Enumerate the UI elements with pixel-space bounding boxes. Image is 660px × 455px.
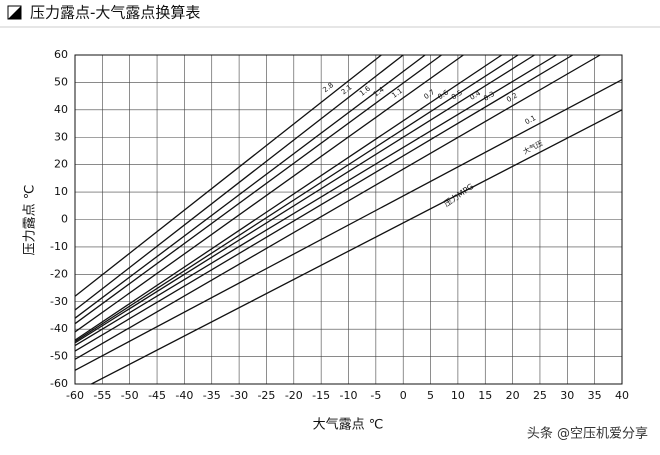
x-tick-label: -50 <box>121 389 139 402</box>
x-tick-label: 35 <box>588 389 602 402</box>
y-tick-label: -50 <box>50 350 68 363</box>
x-tick-label: -35 <box>203 389 221 402</box>
y-tick-label: -60 <box>50 377 68 390</box>
y-tick-label: 50 <box>54 75 68 88</box>
series-label: 0.1 <box>524 114 538 126</box>
series-line <box>74 54 503 341</box>
x-tick-label: -55 <box>93 389 111 402</box>
series-line <box>74 54 382 297</box>
x-tick-label: -45 <box>148 389 166 402</box>
x-tick-label: -25 <box>257 389 275 402</box>
series-label: 0.4 <box>469 89 483 102</box>
x-tick-label: 25 <box>533 389 547 402</box>
y-tick-label: 30 <box>54 130 68 143</box>
series-line <box>74 54 404 311</box>
series-line <box>91 109 623 385</box>
plot-frame <box>74 54 623 385</box>
x-tick-label: -60 <box>66 389 84 402</box>
x-tick-label: -20 <box>285 389 303 402</box>
x-tick-label: -40 <box>175 389 193 402</box>
y-tick-label: -40 <box>50 322 68 335</box>
series-line <box>74 79 623 371</box>
series-label: 0.7 <box>423 88 437 101</box>
y-tick-label: -10 <box>50 240 68 253</box>
series-line <box>74 54 557 347</box>
x-tick-label: 40 <box>615 389 629 402</box>
title-icon-fill <box>8 6 21 19</box>
x-tick-label: 5 <box>427 389 434 402</box>
y-tick-label: -20 <box>50 267 68 280</box>
chart-title: 压力露点-大气露点换算表 <box>30 4 200 22</box>
series-line <box>74 54 601 360</box>
series-line <box>74 54 519 343</box>
series-line <box>74 54 464 333</box>
x-tick-label: -5 <box>370 389 381 402</box>
watermark: 头条 @空压机爱分享 <box>527 426 648 442</box>
x-tick-label: 0 <box>400 389 407 402</box>
y-tick-label: 40 <box>54 103 68 116</box>
x-tick-label: -15 <box>312 389 330 402</box>
y-tick-label: 10 <box>54 185 68 198</box>
series-line <box>74 54 535 344</box>
series-label: 大气压 <box>521 138 544 156</box>
series-line <box>74 54 574 352</box>
x-tick-label: 30 <box>560 389 574 402</box>
x-tick-label: -30 <box>230 389 248 402</box>
x-tick-label: -10 <box>340 389 358 402</box>
x-tick-label: 20 <box>506 389 520 402</box>
x-tick-label: 15 <box>478 389 492 402</box>
series-label: 1.1 <box>390 87 404 100</box>
y-tick-label: 60 <box>54 48 68 61</box>
series-line <box>74 54 442 325</box>
x-axis-label: 大气露点 ℃ <box>313 417 384 433</box>
series-line <box>74 54 426 319</box>
y-axis-label: 压力露点 ℃ <box>23 185 38 256</box>
series-label: 0.5 <box>450 89 464 102</box>
y-tick-label: 0 <box>61 213 68 226</box>
x-tick-label: 10 <box>451 389 465 402</box>
y-tick-label: 20 <box>54 158 68 171</box>
y-tick-label: -30 <box>50 295 68 308</box>
